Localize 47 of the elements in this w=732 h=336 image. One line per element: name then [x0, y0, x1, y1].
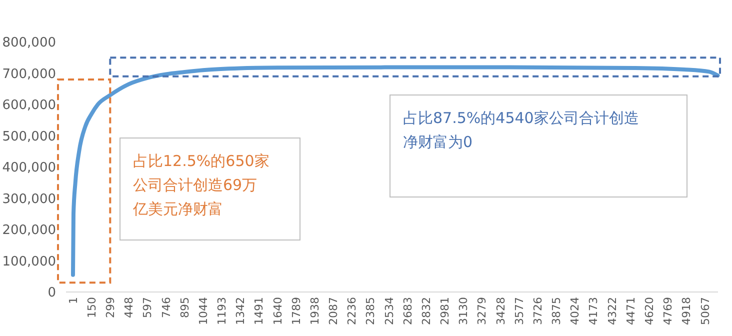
y-tick-label: 800,000: [2, 36, 56, 51]
x-tick-label: 4173: [587, 297, 600, 325]
x-tick-label: 1640: [271, 297, 284, 325]
x-tick-label: 895: [178, 297, 192, 318]
x-tick-label: 1: [66, 297, 80, 304]
x-tick-label: 1491: [252, 297, 266, 325]
y-tick-label: 300,000: [2, 192, 56, 207]
x-tick-label: 3875: [550, 297, 564, 325]
x-tick-label: 4769: [662, 297, 675, 325]
x-tick-label: 2385: [364, 297, 378, 325]
y-tick-label: 200,000: [2, 223, 56, 238]
y-tick-label: 400,000: [2, 160, 56, 176]
x-tick-label: 1044: [196, 297, 210, 325]
x-tick-label: 150: [85, 297, 98, 318]
x-tick-label: 2236: [346, 297, 359, 325]
x-tick-label: 4918: [680, 297, 694, 325]
y-tick-label: 600,000: [2, 98, 56, 114]
x-tick-label: 1789: [290, 297, 303, 325]
y-tick-label: 700,000: [2, 66, 56, 82]
x-tick-label: 4471: [624, 297, 638, 325]
x-tick-label: 3428: [494, 297, 508, 325]
x-tick-label: 1193: [216, 297, 229, 325]
line-series: [70, 65, 720, 277]
x-tick-label: 3279: [476, 297, 489, 325]
y-tick-label: 0: [48, 286, 56, 301]
x-tick-label: 746: [160, 297, 173, 318]
x-tick-label: 2981: [438, 297, 452, 325]
x-tick-label: 1342: [234, 297, 248, 325]
y-tick-label: 100,000: [2, 254, 56, 270]
annotation: 占比87.5%的4540家公司合计创造净财富为0: [403, 109, 639, 151]
x-tick-label: 448: [122, 297, 136, 318]
x-tick-label: 2832: [420, 297, 433, 325]
x-tick-label: 2087: [327, 297, 340, 325]
x-tick-label: 299: [104, 297, 118, 318]
y-tick-label: 500,000: [2, 129, 56, 144]
x-tick-label: 3726: [531, 297, 544, 325]
x-tick-label: 597: [141, 297, 154, 318]
x-tick-label: 4322: [606, 297, 619, 325]
x-tick-label: 2683: [401, 297, 414, 325]
x-tick-label: 2534: [382, 297, 396, 325]
annotation: 占比12.5%的650家公司合计创造69万亿美元净财富: [132, 152, 270, 218]
x-tick-label: 4620: [642, 297, 656, 325]
x-tick-label: 3130: [457, 297, 470, 325]
x-tick-label: 5067: [698, 297, 712, 325]
x-tick-label: 1938: [308, 297, 322, 325]
x-tick-label: 4024: [568, 297, 582, 325]
x-tick-label: 3577: [512, 297, 526, 325]
